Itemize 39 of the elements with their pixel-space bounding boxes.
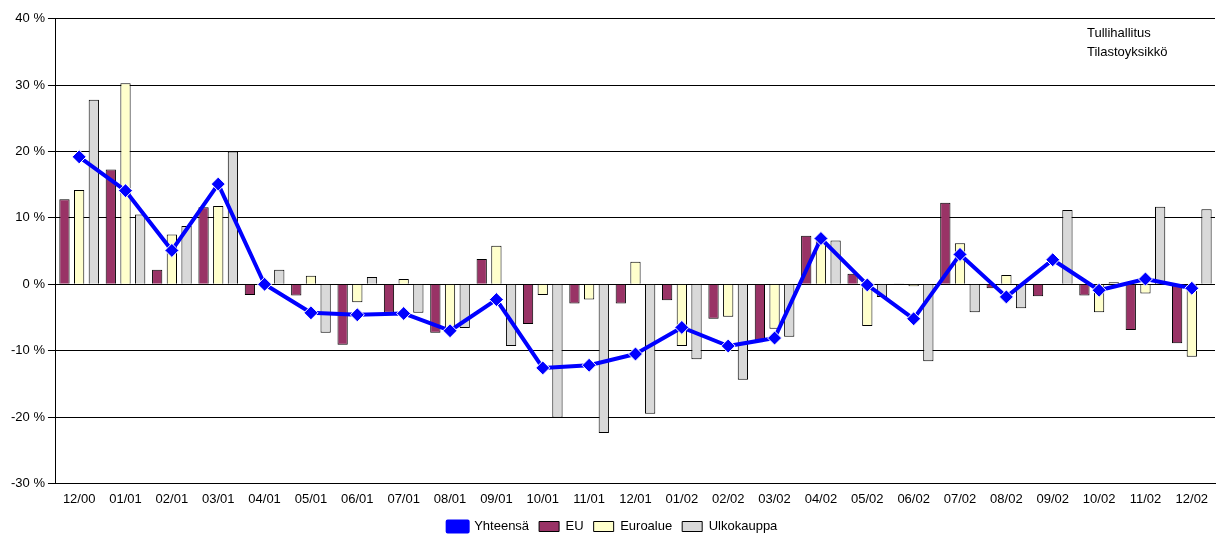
x-tick-label: 12/00	[62, 490, 96, 506]
x-tick-label: 10/01	[526, 490, 560, 506]
x-tick-label: 04/02	[804, 490, 838, 506]
x-tick-label: 02/01	[155, 490, 189, 506]
x-tick-label: 12/01	[619, 490, 652, 506]
x-tick-label: 02/02	[711, 490, 745, 506]
y-tick-label: 0 %	[22, 275, 46, 291]
x-tick-label: 06/02	[897, 490, 930, 506]
x-tick-label: 09/01	[480, 490, 513, 506]
x-tick-label: 05/01	[294, 490, 328, 506]
y-tick-label: -20 %	[10, 408, 46, 424]
x-tick-label: 01/01	[109, 490, 142, 506]
y-tick-label: 30 %	[15, 76, 46, 92]
annotation: Tullihallitus	[1087, 24, 1152, 40]
x-tick-label: 03/02	[758, 490, 791, 506]
annotation: Tilastoyksikkö	[1087, 43, 1168, 59]
legend-label: Euroalue	[620, 518, 673, 534]
y-tick-label: -30 %	[10, 474, 46, 490]
x-tick-label: 11/02	[1129, 490, 1162, 506]
y-tick-label: 40 %	[15, 10, 46, 26]
x-tick-label: 10/02	[1082, 490, 1116, 506]
x-tick-label: 07/02	[943, 490, 977, 506]
x-tick-label: 12/02	[1175, 490, 1209, 506]
x-tick-label: 11/01	[573, 490, 605, 506]
x-tick-label: 06/01	[341, 490, 374, 506]
x-tick-label: 01/02	[665, 490, 699, 506]
x-tick-label: 07/01	[387, 490, 420, 506]
x-tick-label: 03/01	[201, 490, 235, 506]
legend-label: EU	[565, 518, 584, 534]
legend-label: Yhteensä	[474, 518, 530, 534]
x-tick-label: 05/02	[851, 490, 884, 506]
y-tick-label: -10 %	[10, 342, 46, 358]
x-tick-label: 09/02	[1036, 490, 1070, 506]
legend-label: Ulkokauppa	[708, 518, 779, 534]
x-tick-label: 04/01	[248, 490, 281, 506]
x-tick-label: 08/02	[990, 490, 1023, 506]
y-tick-label: 20 %	[15, 143, 46, 159]
y-tick-label: 10 %	[15, 209, 46, 225]
x-tick-label: 08/01	[433, 490, 467, 506]
